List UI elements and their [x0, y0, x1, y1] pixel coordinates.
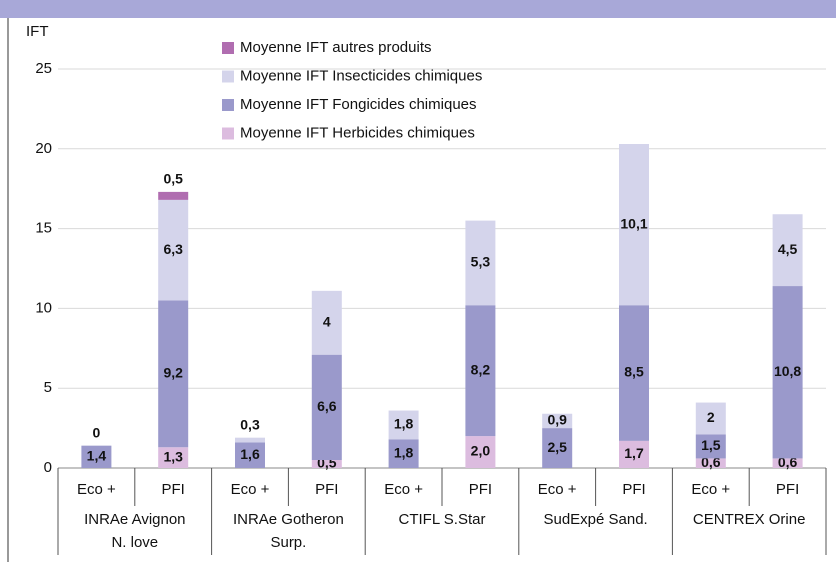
data-label: 0	[93, 424, 101, 440]
data-label: 8,2	[471, 361, 491, 377]
bar-segment	[619, 305, 649, 441]
data-label: 1,8	[394, 416, 414, 432]
bar-segment	[388, 410, 419, 440]
data-label: 10,1	[620, 215, 647, 231]
x-tick-label: Eco +	[231, 481, 270, 498]
group-label: INRAe Avignon	[84, 511, 185, 528]
data-label: 6,3	[163, 241, 183, 257]
x-tick-label: Eco +	[538, 481, 577, 498]
header-band	[0, 0, 836, 18]
data-label: 2,5	[547, 439, 567, 455]
data-label: 1,6	[240, 446, 260, 462]
bar-segment	[311, 290, 342, 355]
bar-segment	[695, 458, 726, 468]
legend-swatch	[222, 127, 234, 140]
x-tick-label: PFI	[776, 481, 799, 498]
x-tick-label: Eco +	[77, 481, 116, 498]
bar-segment	[158, 447, 189, 468]
bar-segment	[542, 413, 573, 429]
group-label: SudExpé Sand.	[543, 511, 647, 528]
group-label: N. love	[111, 534, 158, 551]
bar-segment	[235, 437, 265, 443]
legend-label: Moyenne IFT autres produits	[240, 39, 431, 56]
data-label: 4,5	[778, 241, 798, 257]
data-label: 9,2	[163, 365, 183, 381]
x-tick-label: PFI	[469, 481, 492, 498]
bar-segment	[772, 286, 803, 459]
y-tick-label: 15	[35, 220, 52, 237]
bar-segment	[158, 199, 189, 301]
data-label: 6,6	[317, 398, 337, 414]
group-label: CENTREX Orine	[693, 511, 806, 528]
bar-segment	[81, 445, 112, 468]
y-axis-label: IFT	[26, 23, 49, 40]
legend-swatch	[222, 42, 234, 54]
bar-segment	[465, 305, 496, 437]
x-tick-label: PFI	[622, 481, 645, 498]
y-tick-label: 20	[35, 140, 52, 157]
bar-segment	[772, 458, 803, 468]
legend-label: Moyenne IFT Herbicides chimiques	[240, 124, 475, 141]
bar-segment	[311, 460, 342, 468]
group-label: Surp.	[270, 534, 306, 551]
bar-segment	[311, 354, 342, 461]
bar-segment	[619, 440, 649, 468]
bar-segment	[388, 439, 419, 468]
legend-label: Moyenne IFT Fongicides chimiques	[240, 96, 477, 113]
bar-segment	[695, 434, 726, 459]
data-label: 1,7	[624, 445, 644, 461]
data-label: 5,3	[471, 254, 491, 270]
data-label: 0,5	[163, 171, 183, 187]
group-label: CTIFL S.Star	[399, 511, 486, 528]
data-label: 2,0	[471, 443, 491, 459]
data-label: 1,3	[163, 448, 183, 464]
bar-segment	[695, 402, 726, 435]
x-tick-label: Eco +	[691, 481, 730, 498]
bar-segment	[465, 436, 496, 468]
data-label: 2	[707, 409, 715, 425]
x-tick-label: PFI	[162, 481, 185, 498]
bar-segment	[772, 214, 803, 287]
group-label: INRAe Gotheron	[233, 511, 344, 528]
legend-label: Moyenne IFT Insecticides chimiques	[240, 67, 482, 84]
bar-segment	[619, 144, 649, 306]
data-label: 1,8	[394, 444, 414, 460]
legend-swatch	[222, 99, 234, 111]
data-label: 0,3	[240, 416, 260, 432]
bar-segment	[465, 220, 496, 306]
data-label: 4	[323, 313, 331, 329]
bar-segment	[158, 300, 189, 448]
bar-segment	[235, 442, 265, 468]
y-tick-label: 25	[35, 60, 52, 77]
data-label: 1,4	[87, 448, 107, 464]
bar-segment	[158, 191, 189, 200]
y-tick-label: 5	[44, 379, 52, 396]
data-label: 10,8	[774, 363, 801, 379]
data-label: 8,5	[624, 364, 644, 380]
y-tick-label: 0	[44, 459, 52, 476]
legend-swatch	[222, 70, 234, 83]
bar-segment	[542, 428, 573, 468]
data-label: 1,5	[701, 437, 721, 453]
y-tick-label: 10	[35, 299, 52, 316]
data-label: 0,9	[547, 412, 567, 428]
x-tick-label: Eco +	[384, 481, 423, 498]
x-tick-label: PFI	[315, 481, 338, 498]
